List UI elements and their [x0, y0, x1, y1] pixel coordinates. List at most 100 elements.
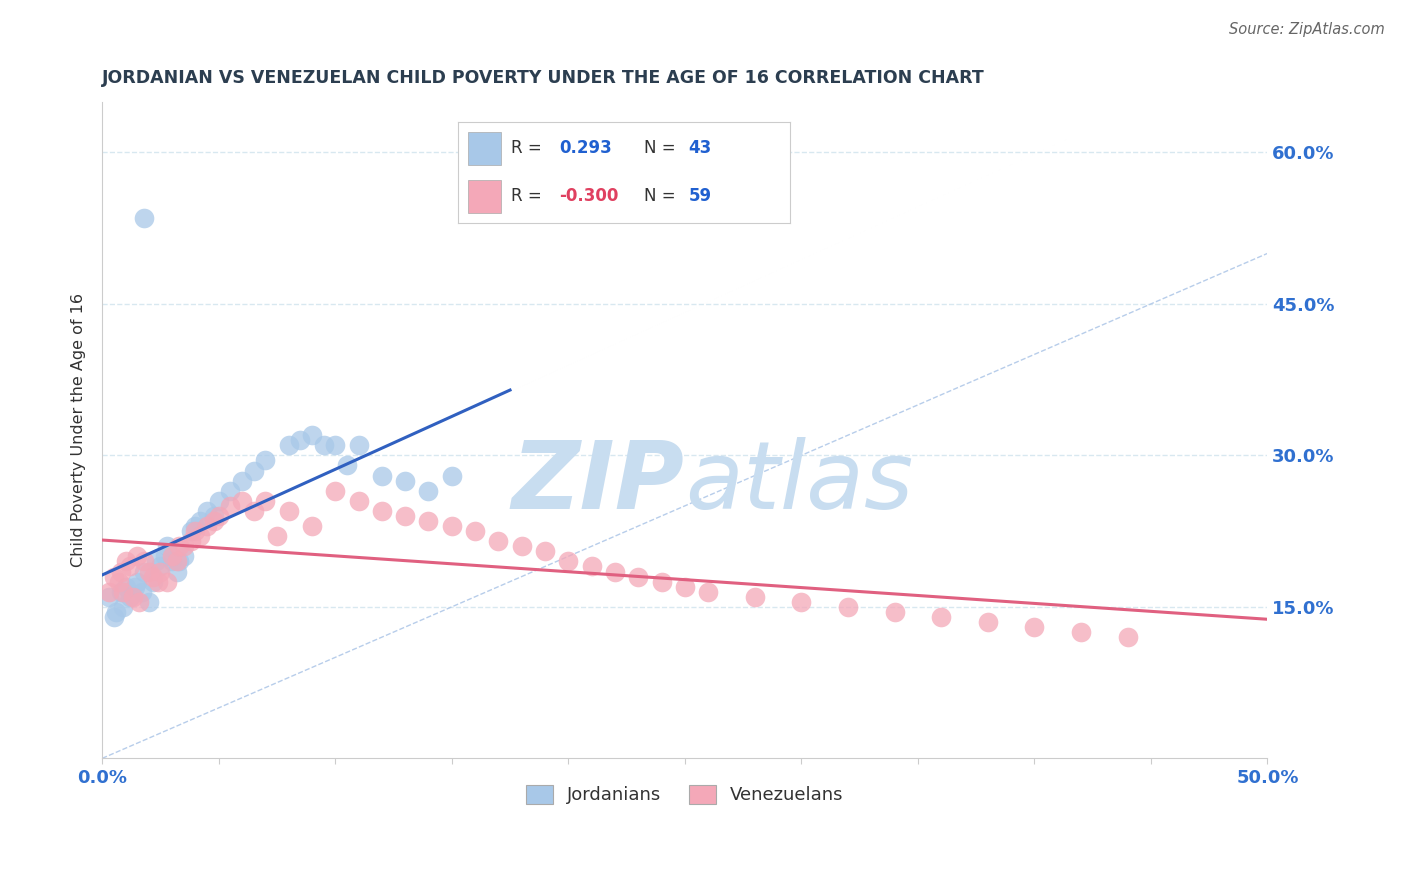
Point — [98, 590, 121, 604]
Point — [156, 539, 179, 553]
Point — [231, 474, 253, 488]
Point — [114, 580, 136, 594]
Point — [290, 434, 312, 448]
Point — [166, 565, 188, 579]
Point — [202, 514, 225, 528]
Point — [149, 559, 172, 574]
Text: atlas: atlas — [685, 437, 912, 528]
Point — [394, 474, 416, 488]
Point — [347, 493, 370, 508]
Point — [110, 565, 132, 579]
Y-axis label: Child Poverty Under the Age of 16: Child Poverty Under the Age of 16 — [72, 293, 86, 567]
Point — [120, 559, 142, 574]
Point — [195, 519, 218, 533]
Point — [837, 599, 859, 614]
Point — [134, 211, 156, 225]
Point — [371, 468, 394, 483]
Point — [128, 595, 150, 609]
Point — [336, 458, 359, 473]
Point — [254, 493, 277, 508]
Point — [112, 584, 135, 599]
Point — [254, 453, 277, 467]
Text: JORDANIAN VS VENEZUELAN CHILD POVERTY UNDER THE AGE OF 16 CORRELATION CHART: JORDANIAN VS VENEZUELAN CHILD POVERTY UN… — [103, 69, 986, 87]
Point — [231, 493, 253, 508]
Legend: Jordanians, Venezuelans: Jordanians, Venezuelans — [519, 778, 851, 812]
Point — [131, 584, 153, 599]
Point — [184, 524, 207, 538]
Point — [138, 565, 160, 579]
Point — [673, 580, 696, 594]
Point — [105, 605, 128, 619]
Point — [145, 554, 167, 568]
Point — [156, 574, 179, 589]
Point — [418, 483, 440, 498]
Point — [98, 584, 121, 599]
Point — [180, 534, 202, 549]
Point — [103, 569, 125, 583]
Point — [138, 595, 160, 609]
Point — [142, 574, 165, 589]
Point — [127, 549, 149, 564]
Text: ZIP: ZIP — [512, 437, 685, 529]
Point — [277, 438, 299, 452]
Point — [202, 508, 225, 523]
Point — [312, 438, 335, 452]
Point — [134, 565, 156, 579]
Point — [277, 504, 299, 518]
Point — [301, 519, 323, 533]
Point — [418, 514, 440, 528]
Point — [180, 524, 202, 538]
Point — [219, 483, 242, 498]
Point — [114, 554, 136, 568]
Text: Source: ZipAtlas.com: Source: ZipAtlas.com — [1229, 22, 1385, 37]
Point — [112, 599, 135, 614]
Point — [160, 549, 183, 564]
Point — [534, 544, 557, 558]
Point — [124, 580, 146, 594]
Point — [107, 574, 129, 589]
Point — [323, 483, 346, 498]
Point — [167, 554, 190, 568]
Point — [184, 519, 207, 533]
Point — [121, 590, 143, 604]
Point — [650, 574, 672, 589]
Point — [242, 504, 264, 518]
Point — [134, 554, 156, 568]
Point — [464, 524, 486, 538]
Point — [208, 493, 231, 508]
Point — [153, 549, 176, 564]
Point — [697, 584, 720, 599]
Point — [510, 539, 533, 553]
Point — [323, 438, 346, 452]
Point — [266, 529, 288, 543]
Point — [440, 519, 463, 533]
Point — [1024, 620, 1046, 634]
Point — [208, 508, 231, 523]
Point — [188, 529, 211, 543]
Point — [146, 574, 169, 589]
Point — [127, 574, 149, 589]
Point — [103, 610, 125, 624]
Point — [929, 610, 952, 624]
Point — [627, 569, 650, 583]
Point — [160, 554, 183, 568]
Point — [142, 569, 165, 583]
Point — [195, 504, 218, 518]
Point — [394, 508, 416, 523]
Point — [371, 504, 394, 518]
Point — [744, 590, 766, 604]
Point — [486, 534, 509, 549]
Point — [790, 595, 813, 609]
Point — [557, 554, 579, 568]
Point — [301, 428, 323, 442]
Point — [166, 554, 188, 568]
Point — [347, 438, 370, 452]
Point — [1116, 630, 1139, 644]
Point — [188, 514, 211, 528]
Point — [977, 615, 1000, 629]
Point — [120, 590, 142, 604]
Point — [149, 565, 172, 579]
Point — [581, 559, 603, 574]
Point — [167, 539, 190, 553]
Point — [110, 584, 132, 599]
